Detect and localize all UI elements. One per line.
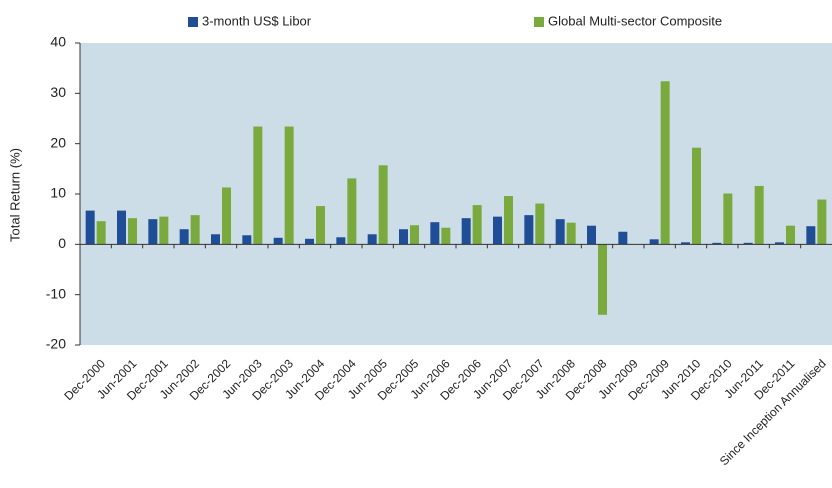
bar: [305, 238, 314, 245]
bar: [378, 165, 388, 245]
bar: [242, 235, 252, 245]
bar: [347, 178, 357, 245]
legend-label: Global Multi-sector Composite: [548, 13, 722, 28]
bar: [461, 218, 471, 245]
bar: [660, 81, 670, 245]
bar: [430, 222, 440, 245]
bar: [754, 185, 764, 245]
bar: [692, 147, 701, 245]
y-tick-label: 0: [58, 235, 66, 251]
bar: [712, 242, 722, 245]
bar: [222, 187, 231, 245]
bar: [399, 229, 408, 245]
bar: [598, 244, 607, 315]
bar: [117, 210, 126, 245]
bar: [817, 199, 827, 245]
bar: [128, 218, 137, 245]
y-axis-label: Total Return (%): [7, 148, 22, 242]
bar: [85, 210, 95, 245]
bar: [775, 242, 784, 245]
plot-area: [80, 43, 832, 345]
bar: [284, 126, 294, 245]
bar: [786, 225, 795, 245]
bar: [253, 126, 263, 245]
bar: [190, 215, 200, 245]
bar: [179, 229, 189, 245]
bar: [159, 216, 169, 245]
bar: [273, 237, 283, 245]
bar: [441, 227, 451, 245]
y-tick-label: -20: [46, 336, 66, 352]
bar: [211, 234, 220, 245]
y-tick-label: 40: [50, 34, 66, 50]
y-tick-label: -10: [46, 285, 66, 301]
bar: [723, 193, 733, 245]
y-tick-label: 30: [50, 84, 66, 100]
bar: [472, 205, 482, 245]
bar: [524, 215, 534, 245]
legend-swatch: [188, 17, 198, 27]
bar: [743, 242, 753, 245]
legend-swatch: [534, 17, 544, 27]
bar: [367, 234, 377, 245]
bar: [587, 225, 596, 245]
bar: [555, 219, 565, 245]
bar: [535, 203, 545, 245]
bar: [316, 206, 325, 245]
bar: [148, 219, 158, 245]
bar: [336, 237, 346, 245]
bar: [410, 225, 419, 245]
legend-label: 3-month US$ Libor: [202, 13, 312, 28]
bar: [618, 231, 628, 245]
bar: [681, 242, 690, 245]
bar: [493, 216, 502, 245]
bar: [566, 222, 576, 245]
bar: [504, 196, 513, 245]
bar: [649, 239, 659, 245]
y-tick-label: 10: [50, 185, 66, 201]
y-tick-label: 20: [50, 134, 66, 150]
bar: [96, 221, 106, 245]
bar: [806, 226, 816, 245]
